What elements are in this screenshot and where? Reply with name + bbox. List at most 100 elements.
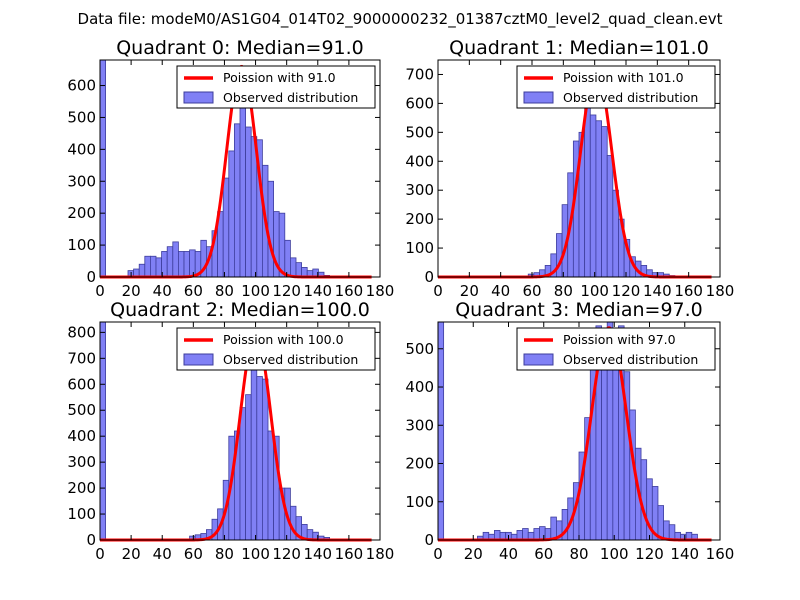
x-tick-label: 140	[303, 282, 332, 300]
histogram-bar	[261, 378, 269, 541]
x-tick-label: 120	[272, 545, 301, 563]
histogram-bar	[606, 155, 614, 278]
x-tick-label: 80	[554, 282, 573, 300]
y-tick-label: 100	[67, 505, 96, 523]
histogram-bar	[550, 516, 557, 541]
y-tick-label: 100	[405, 493, 434, 511]
x-tick-label: 120	[635, 545, 664, 563]
histogram-bar	[144, 255, 151, 278]
panel-title: Quadrant 1: Median=101.0	[449, 37, 709, 59]
panel-title: Quadrant 2: Median=100.0	[110, 299, 370, 321]
y-tick-label: 300	[405, 416, 434, 434]
x-tick-label: 60	[184, 282, 203, 300]
histogram-bar	[233, 123, 241, 278]
histogram-bar	[99, 59, 106, 278]
legend: Poission with 101.0 Observed distribution	[516, 65, 716, 109]
x-tick-label: 20	[122, 545, 141, 563]
histogram-bar	[589, 114, 597, 278]
histogram-bar	[183, 251, 190, 278]
y-tick-label: 0	[424, 531, 434, 549]
histogram-bar	[657, 505, 665, 541]
panel-quadrant-3: 0 20 40 60 80 100 120 140 160 0 100 200 300 400 500 Qua…	[405, 299, 734, 563]
legend-label-observed: Observed distribution	[223, 90, 358, 105]
legend: Poission with 91.0 Observed distribution	[176, 65, 376, 109]
y-tick-label: 0	[424, 268, 434, 286]
y-tick-label: 200	[67, 479, 96, 497]
y-tick-label: 500	[67, 401, 96, 419]
legend-label-poisson: Poission with 91.0	[223, 70, 336, 85]
x-tick-label: 0	[95, 545, 105, 563]
x-tick-label: 40	[491, 282, 510, 300]
histogram-bar	[267, 430, 274, 541]
histogram-bar	[172, 241, 179, 278]
x-tick-label: 60	[534, 545, 553, 563]
legend-bar-swatch	[183, 91, 214, 104]
y-tick-label: 600	[405, 94, 434, 112]
histogram-bar	[612, 356, 619, 541]
histogram-bar	[166, 246, 174, 278]
y-tick-label: 300	[67, 172, 96, 190]
y-tick-label: 300	[405, 181, 434, 199]
legend-label-observed: Observed distribution	[223, 352, 358, 367]
histogram-bar	[668, 524, 676, 541]
panel-title: Quadrant 3: Median=97.0	[455, 299, 703, 321]
legend-label-poisson: Poission with 101.0	[563, 70, 684, 85]
panel-quadrant-1: 0 20 40 60 80 100 120 140 160 1800100200300400500…	[405, 37, 734, 300]
y-tick-label: 200	[67, 204, 96, 222]
y-tick-label: 400	[67, 427, 96, 445]
axes-frame	[437, 59, 721, 278]
histogram-bar	[522, 528, 529, 541]
y-tick-label: 400	[67, 140, 96, 158]
legend-label-observed: Observed distribution	[563, 352, 698, 367]
legend: Poission with 97.0 Observed distribution	[516, 327, 716, 371]
panels: 0 20 40 60 80 100 120 140 160 1800100200300400500…	[67, 37, 734, 563]
legend-bar-swatch	[523, 353, 554, 366]
x-tick-label: 120	[272, 282, 301, 300]
figure-title: Data file: modeM0/AS1G04_014T02_90000002…	[78, 10, 723, 29]
x-tick-label: 40	[499, 545, 518, 563]
histogram-bar	[99, 321, 106, 541]
histogram-bar	[539, 526, 546, 541]
panel-quadrant-2: 0 20 40 60 80 100 120 140 160 1800100200300400500…	[67, 299, 394, 563]
legend-label-observed: Observed distribution	[563, 90, 698, 105]
axes-frame	[99, 59, 381, 278]
histogram-bar	[601, 126, 608, 278]
histogram-bar	[533, 528, 540, 541]
x-tick-label: 180	[706, 282, 735, 300]
x-tick-label: 180	[366, 282, 395, 300]
histogram-bar	[589, 340, 597, 541]
histogram-bar	[189, 249, 196, 278]
y-tick-label: 400	[405, 378, 434, 396]
x-tick-label: 80	[215, 545, 234, 563]
x-tick-label: 180	[366, 545, 395, 563]
histogram-bar	[267, 180, 274, 278]
y-tick-label: 0	[86, 531, 96, 549]
x-tick-label: 160	[335, 282, 364, 300]
histogram-bar	[289, 257, 297, 278]
x-tick-label: 0	[433, 545, 443, 563]
legend-label-poisson: Poission with 100.0	[223, 332, 344, 347]
panel-title: Quadrant 0: Median=91.0	[116, 37, 364, 59]
y-tick-label: 500	[405, 340, 434, 358]
histogram-bar	[155, 257, 162, 278]
x-tick-label: 80	[569, 545, 588, 563]
y-tick-label: 600	[67, 77, 96, 95]
y-tick-label: 100	[405, 239, 434, 257]
y-tick-label: 400	[405, 152, 434, 170]
x-tick-label: 20	[464, 545, 483, 563]
y-tick-label: 300	[67, 453, 96, 471]
y-tick-label: 500	[405, 123, 434, 141]
histogram-bar	[595, 120, 602, 278]
x-tick-label: 80	[215, 282, 234, 300]
histogram-bar	[149, 255, 157, 278]
x-tick-label: 140	[643, 282, 672, 300]
histogram-bar	[228, 150, 235, 278]
histogram-bar	[177, 251, 185, 278]
axes-frame	[99, 321, 381, 541]
legend-bar-swatch	[523, 91, 554, 104]
y-tick-label: 200	[405, 455, 434, 473]
x-tick-label: 0	[433, 282, 443, 300]
x-tick-label: 20	[460, 282, 479, 300]
histogram-bar	[295, 262, 302, 278]
